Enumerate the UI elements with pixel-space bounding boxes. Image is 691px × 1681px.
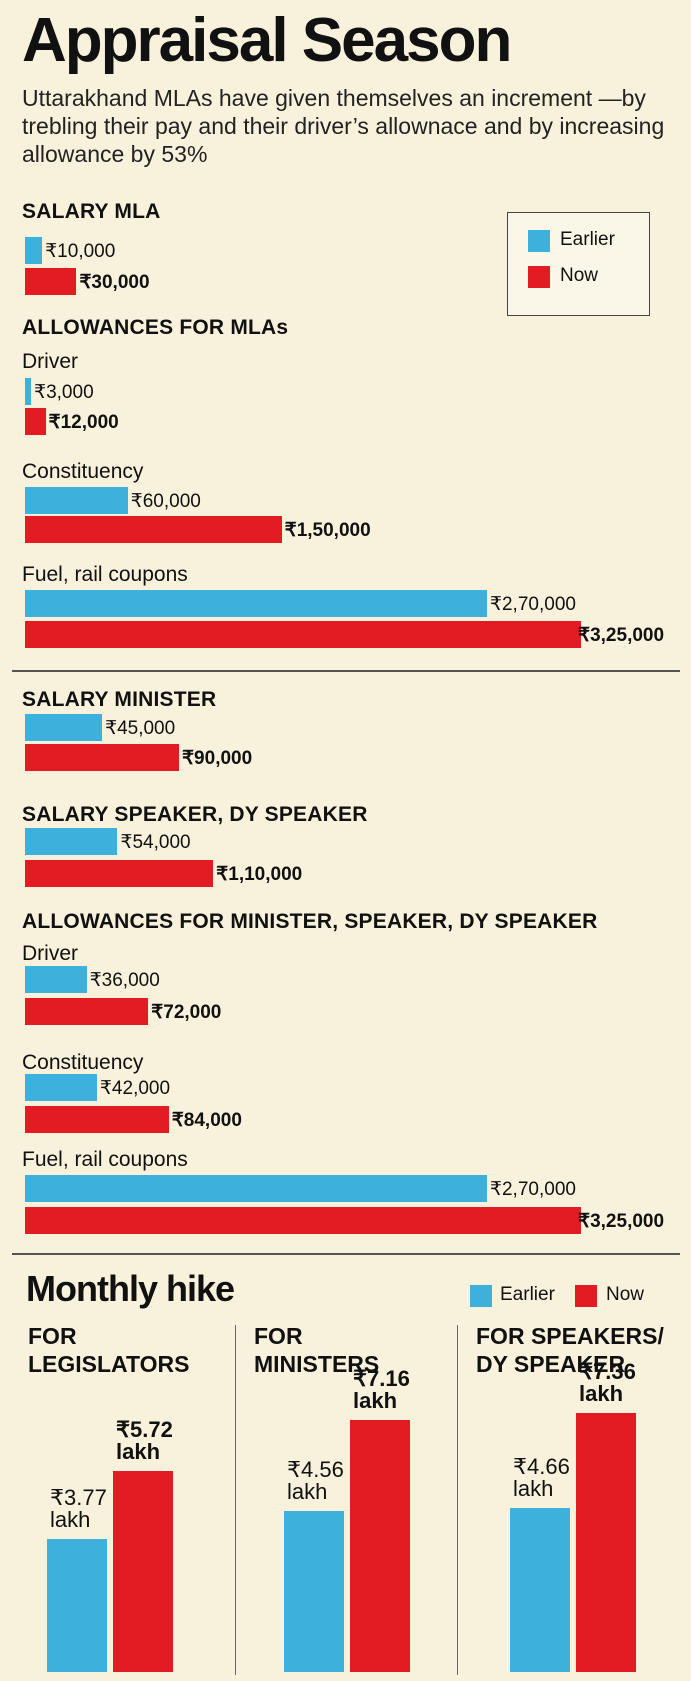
hike-bar-now <box>350 1419 410 1672</box>
hike-title: Monthly hike <box>26 1268 235 1309</box>
subtitle-fuel: Fuel, rail coupons <box>22 1148 188 1171</box>
bar-now <box>25 408 46 435</box>
bar-earlier <box>25 378 31 405</box>
subtitle-constituency: Constituency <box>22 1051 144 1074</box>
column-title-speakers: FOR SPEAKERS/ DY SPEAKER <box>476 1323 664 1377</box>
legend: Earlier Now <box>507 212 650 316</box>
legend-swatch-now <box>528 266 550 288</box>
hike-bar-earlier <box>47 1539 107 1672</box>
subtitle-driver: Driver <box>22 350 78 373</box>
bar-now <box>25 621 581 648</box>
bar-now <box>25 1207 581 1234</box>
bar-now <box>25 860 214 887</box>
value-label-now: ₹72,000 <box>151 1002 222 1023</box>
bar-now <box>25 744 179 771</box>
column-divider <box>457 1325 458 1675</box>
value-label-earlier: ₹2,70,000 <box>489 1179 576 1200</box>
section-title-allowances-minister: ALLOWANCES FOR MINISTER, SPEAKER, DY SPE… <box>22 910 598 933</box>
bar-earlier <box>25 966 87 993</box>
value-label-earlier: ₹42,000 <box>99 1078 171 1099</box>
hike-value-label-now: ₹7.16 lakh <box>353 1365 410 1413</box>
value-label-now: ₹3,25,000 <box>578 1211 665 1232</box>
hike-legend-swatch-now <box>575 1285 597 1307</box>
section-title-allowances-mla: ALLOWANCES FOR MLAs <box>22 316 289 339</box>
subtitle-constituency: Constituency <box>22 460 144 483</box>
column-divider <box>235 1325 236 1675</box>
section-title-salary-mla: SALARY MLA <box>22 200 161 223</box>
value-label-now: ₹1,10,000 <box>216 864 303 885</box>
value-label-earlier: ₹3,000 <box>34 382 94 403</box>
bar-earlier <box>25 1074 97 1101</box>
value-label-now: ₹12,000 <box>48 412 119 433</box>
section-title-salary-minister: SALARY MINISTER <box>22 688 217 711</box>
value-label-earlier: ₹10,000 <box>45 241 116 262</box>
legend-swatch-earlier <box>528 230 550 252</box>
hike-legend-label-earlier: Earlier <box>500 1284 555 1305</box>
value-label-now: ₹3,25,000 <box>578 625 665 646</box>
hike-value-label-earlier: ₹3.77 lakh <box>50 1485 107 1533</box>
subtitle-driver: Driver <box>22 942 78 965</box>
hike-bar-now <box>113 1470 173 1672</box>
subtitle-fuel: Fuel, rail coupons <box>22 563 188 586</box>
bar-now <box>25 998 149 1025</box>
page-subtitle: Uttarakhand MLAs have given themselves a… <box>22 85 665 167</box>
legend-label-now: Now <box>560 265 599 286</box>
value-label-now: ₹1,50,000 <box>284 520 371 541</box>
column-title-ministers: FOR MINISTERS <box>254 1323 380 1377</box>
bar-earlier <box>25 590 487 617</box>
value-label-earlier: ₹54,000 <box>120 832 191 853</box>
value-label-earlier: ₹2,70,000 <box>489 594 576 615</box>
section-title-salary-speaker: SALARY SPEAKER, DY SPEAKER <box>22 803 368 826</box>
value-label-earlier: ₹36,000 <box>89 970 160 991</box>
hike-legend-swatch-earlier <box>470 1285 492 1307</box>
hike-value-label-earlier: ₹4.56 lakh <box>287 1457 344 1505</box>
bar-now <box>25 268 77 295</box>
value-label-earlier: ₹45,000 <box>104 718 176 739</box>
column-title-legislators: FOR LEGISLATORS <box>28 1323 190 1377</box>
divider <box>12 1253 680 1255</box>
bar-now <box>25 516 282 543</box>
bar-now <box>25 1106 169 1133</box>
hike-legend-label-now: Now <box>606 1284 645 1305</box>
hike-bar-now <box>576 1412 636 1672</box>
hike-value-label-earlier: ₹4.66 lakh <box>513 1453 570 1501</box>
value-label-now: ₹90,000 <box>181 748 253 769</box>
bar-earlier <box>25 237 43 264</box>
legend-label-earlier: Earlier <box>560 229 615 250</box>
bar-earlier <box>25 487 128 514</box>
page-title: Appraisal Season <box>22 6 512 75</box>
value-label-now: ₹84,000 <box>171 1110 242 1131</box>
bar-earlier <box>25 1175 487 1202</box>
bar-earlier <box>25 828 118 855</box>
hike-value-label-now: ₹5.72 lakh <box>116 1416 173 1464</box>
hike-bar-earlier <box>284 1511 344 1672</box>
value-label-earlier: ₹60,000 <box>130 491 201 512</box>
hike-bar-earlier <box>510 1507 570 1672</box>
divider <box>12 670 680 672</box>
hike-value-label-now: ₹7.36 lakh <box>579 1358 636 1406</box>
bar-earlier <box>25 714 102 741</box>
value-label-now: ₹30,000 <box>79 272 150 293</box>
